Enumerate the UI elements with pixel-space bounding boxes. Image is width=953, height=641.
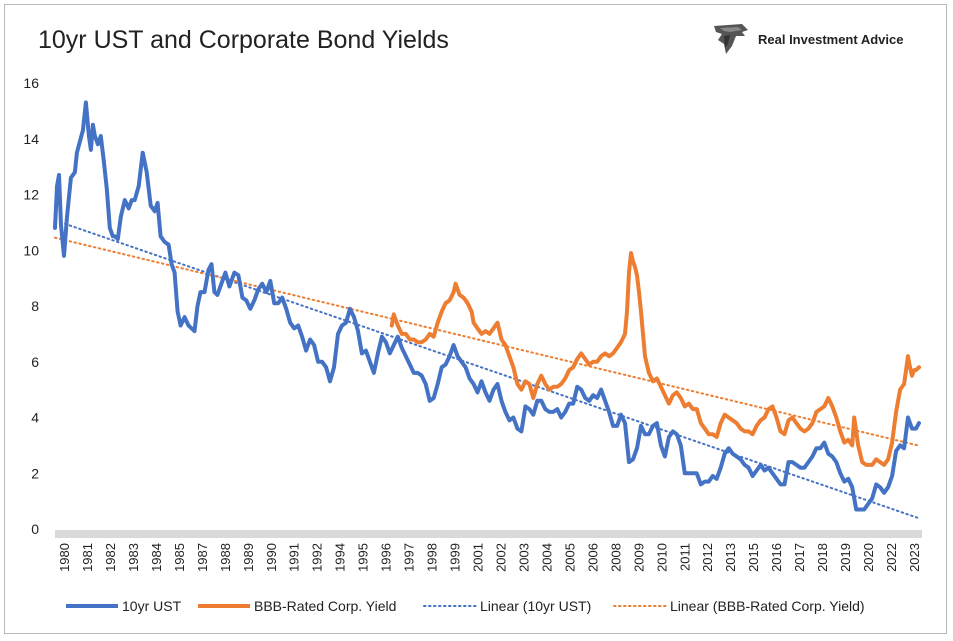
x-tick-label: 2022	[884, 543, 899, 572]
x-tick-label: 1984	[149, 543, 164, 572]
x-tick-label: 1991	[287, 543, 302, 572]
x-tick-label: 2010	[654, 543, 669, 572]
x-tick-label: 1997	[402, 543, 417, 572]
x-tick-label: 2004	[539, 543, 554, 572]
y-tick-label: 12	[23, 187, 39, 203]
y-tick-label: 16	[23, 75, 39, 91]
legend-label: BBB-Rated Corp. Yield	[254, 598, 396, 614]
x-tick-label: 2019	[838, 543, 853, 572]
x-tick-label: 1990	[264, 543, 279, 572]
x-tick-label: 2011	[677, 543, 692, 571]
x-tick-label: 2005	[562, 543, 577, 572]
x-tick-label: 2006	[585, 543, 600, 572]
chart-frame	[4, 4, 947, 634]
series-line-linear-10yr-ust	[64, 222, 919, 519]
brand-name: Real Investment Advice	[758, 31, 904, 47]
series-line-linear-bbb-rated-corp-yield	[54, 236, 919, 447]
x-tick-label: 2018	[815, 543, 830, 572]
x-tick-label: 2015	[746, 543, 761, 572]
x-tick-label: 2002	[493, 543, 508, 572]
x-tick-label: 1982	[103, 543, 118, 572]
y-tick-label: 6	[31, 354, 39, 370]
y-tick-label: 10	[23, 242, 39, 258]
legend: 10yr UST BBB-Rated Corp. Yield Linear (10y…	[66, 598, 865, 614]
x-tick-label: 2001	[471, 543, 486, 572]
x-tick-label: 1992	[310, 543, 325, 572]
chart-title: 10yr UST and Corporate Bond Yields	[38, 26, 449, 54]
x-axis-band	[55, 530, 922, 538]
x-tick-label: 2003	[516, 543, 531, 572]
x-tick-label: 1995	[356, 543, 371, 572]
x-tick-label: 2008	[608, 543, 623, 572]
y-axis: 0 2 4 6 8 10 12 14 16	[23, 75, 39, 537]
series-line-bbb-rated-corp-yield	[389, 251, 921, 467]
x-tick-label: 1981	[80, 543, 95, 572]
x-tick-label: 2012	[700, 543, 715, 572]
plot-area	[53, 100, 921, 519]
x-tick-label: 2023	[907, 543, 922, 572]
brand-logo: Real Investment Advice	[712, 22, 903, 56]
x-tick-label: 2013	[723, 543, 738, 572]
y-tick-label: 14	[23, 131, 39, 147]
y-tick-label: 0	[31, 521, 39, 537]
x-tick-label: 2020	[861, 543, 876, 572]
x-tick-label: 1999	[448, 543, 463, 572]
legend-label: 10yr UST	[122, 598, 182, 614]
x-tick-label: 1985	[172, 543, 187, 572]
y-tick-label: 4	[31, 410, 39, 426]
x-tick-label: 2016	[769, 543, 784, 572]
x-tick-label: 1987	[195, 543, 210, 572]
series-line-10yr-ust	[53, 100, 921, 512]
x-tick-label: 1996	[379, 543, 394, 572]
x-tick-label: 1989	[241, 543, 256, 572]
x-tick-label: 2017	[792, 543, 807, 572]
x-tick-label: 1998	[425, 543, 440, 572]
x-axis: 1980 1981 1982 1983 1984 1985 1987 1988 1989 1990…	[55, 530, 922, 572]
x-tick-label: 1980	[57, 543, 72, 572]
x-tick-label: 2009	[631, 543, 646, 572]
y-tick-label: 8	[31, 298, 39, 314]
legend-label: Linear (BBB-Rated Corp. Yield)	[670, 598, 865, 614]
legend-label: Linear (10yr UST)	[480, 598, 591, 614]
x-tick-label: 1994	[333, 543, 348, 572]
x-tick-label: 1988	[218, 543, 233, 572]
x-tick-label: 1983	[126, 543, 141, 572]
y-tick-label: 2	[31, 465, 39, 481]
eagle-head-icon	[714, 24, 748, 54]
